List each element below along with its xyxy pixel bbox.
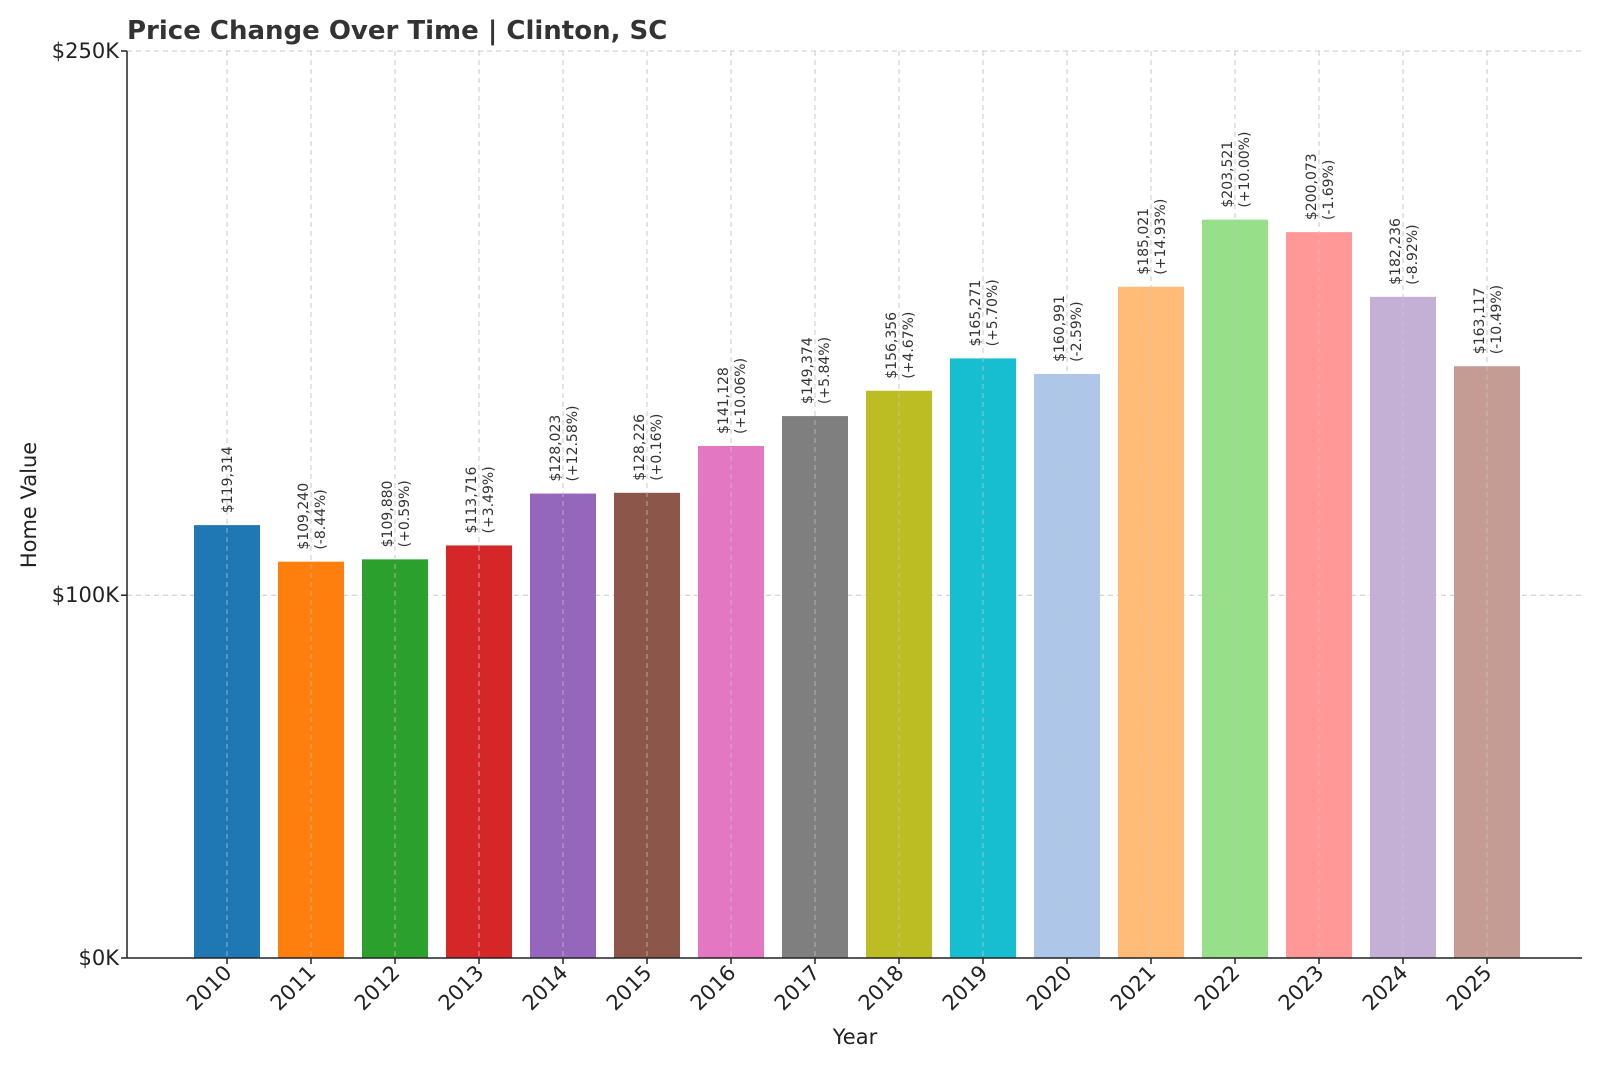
change-label: (-10.49%) xyxy=(1489,285,1505,354)
x-tick-label: 2011 xyxy=(266,961,321,1016)
grid-lines xyxy=(127,50,1582,958)
data-label-2019: $165,271 (+5.70%) xyxy=(968,279,1001,346)
data-label-2018: $156,356 (+4.67%) xyxy=(884,312,917,379)
x-tick-label: 2015 xyxy=(602,961,657,1016)
value-label: $128,023 xyxy=(548,415,564,482)
value-label: $165,271 xyxy=(968,280,984,347)
bar-2025 xyxy=(1454,366,1520,958)
bar-2010 xyxy=(194,525,260,958)
x-tick-label: 2020 xyxy=(1022,961,1077,1016)
data-label-2015: $128,226 (+0.16%) xyxy=(632,414,665,481)
x-tick-label: 2016 xyxy=(686,961,741,1016)
value-label: $109,240 xyxy=(296,483,312,550)
change-label: (+3.49%) xyxy=(481,466,497,533)
data-label-2011: $109,240 (-8.44%) xyxy=(296,483,329,550)
change-label: (+0.16%) xyxy=(649,414,665,481)
bar-2013 xyxy=(446,545,512,958)
data-label-2022: $203,521 (+10.00%) xyxy=(1220,132,1253,208)
value-label: $113,716 xyxy=(464,467,480,534)
tick-labels: $0K $100K $250K 2010 2011 2012 2013 2014 2015 201… xyxy=(52,39,1497,1015)
x-tick-label: 2025 xyxy=(1442,961,1497,1016)
change-label: (-8.44%) xyxy=(313,489,329,549)
value-label: $156,356 xyxy=(884,312,900,379)
x-tick-label: 2022 xyxy=(1190,961,1245,1016)
change-label: (-2.59%) xyxy=(1069,301,1085,361)
x-tick-label: 2024 xyxy=(1358,961,1413,1016)
bar-2017 xyxy=(782,416,848,958)
value-label: $119,314 xyxy=(220,446,236,513)
x-tick-label: 2014 xyxy=(518,961,573,1016)
change-label: (+12.58%) xyxy=(565,405,581,481)
x-tick-label: 2019 xyxy=(938,961,993,1016)
change-label: (+14.93%) xyxy=(1153,199,1169,275)
change-label: (+10.06%) xyxy=(733,358,749,434)
y-tick-label: $0K xyxy=(79,946,121,970)
data-label-2020: $160,991 (-2.59%) xyxy=(1052,295,1085,362)
change-label: (-1.69%) xyxy=(1321,160,1337,220)
value-label: $182,236 xyxy=(1388,218,1404,285)
axes xyxy=(121,50,1582,964)
y-tick-label: $100K xyxy=(52,583,120,607)
bars xyxy=(194,219,1520,959)
data-label-2023: $200,073 (-1.69%) xyxy=(1304,153,1337,220)
value-label: $109,880 xyxy=(380,481,396,548)
x-tick-label: 2010 xyxy=(182,961,237,1016)
value-label: $160,991 xyxy=(1052,295,1068,362)
x-axis-label: Year xyxy=(832,1025,878,1049)
value-label: $141,128 xyxy=(716,367,732,434)
data-label-2016: $141,128 (+10.06%) xyxy=(716,358,749,434)
x-tick-label: 2023 xyxy=(1274,961,1329,1016)
y-tick-label: $250K xyxy=(52,39,120,63)
change-label: (+0.59%) xyxy=(397,480,413,547)
x-tick-label: 2017 xyxy=(770,961,825,1016)
data-label-2024: $182,236 (-8.92%) xyxy=(1388,218,1421,285)
change-label: (+4.67%) xyxy=(901,312,917,379)
x-tick-label: 2013 xyxy=(434,961,489,1016)
data-label-2025: $163,117 (-10.49%) xyxy=(1472,285,1505,354)
value-label: $163,117 xyxy=(1472,287,1488,354)
change-label: (+10.00%) xyxy=(1237,132,1253,208)
value-label: $128,226 xyxy=(632,414,648,481)
data-label-2013: $113,716 (+3.49%) xyxy=(464,466,497,533)
change-label: (+5.84%) xyxy=(817,337,833,404)
data-label-2010: $119,314 xyxy=(220,446,236,513)
value-label: $203,521 xyxy=(1220,141,1236,208)
value-label: $200,073 xyxy=(1304,153,1320,220)
data-labels: $119,314 $109,240 (-8.44%) $109,880 (+0.59%)… xyxy=(220,51,1505,958)
x-tick-label: 2021 xyxy=(1106,961,1161,1016)
value-label: $185,021 xyxy=(1136,208,1152,275)
y-axis-label: Home Value xyxy=(17,442,41,568)
x-tick-label: 2012 xyxy=(350,961,405,1016)
data-label-2017: $149,374 (+5.84%) xyxy=(800,337,833,404)
data-label-2012: $109,880 (+0.59%) xyxy=(380,480,413,547)
value-label: $149,374 xyxy=(800,337,816,404)
x-tick-label: 2018 xyxy=(854,961,909,1016)
change-label: (-8.92%) xyxy=(1405,224,1421,284)
change-label: (+5.70%) xyxy=(985,279,1001,346)
data-label-2014: $128,023 (+12.58%) xyxy=(548,405,581,481)
chart-title: Price Change Over Time | Clinton, SC xyxy=(127,16,667,46)
data-label-2021: $185,021 (+14.93%) xyxy=(1136,199,1169,275)
